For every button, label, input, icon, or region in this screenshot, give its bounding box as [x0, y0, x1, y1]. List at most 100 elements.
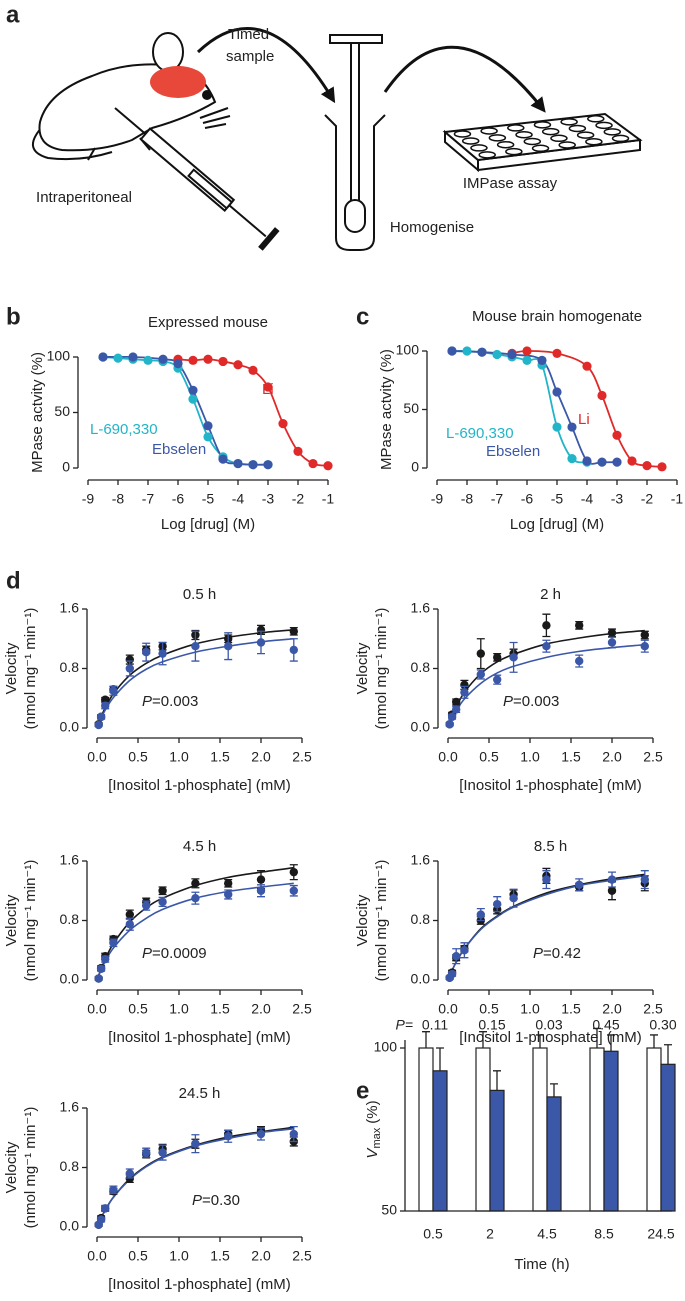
point: [289, 886, 298, 895]
point: [542, 641, 551, 651]
y-axis-label: Velocity: [354, 642, 371, 694]
well: [515, 130, 533, 139]
tube: [324, 114, 386, 251]
x-axis-label: [Inositol 1-phosphate] (mM): [459, 777, 642, 794]
chart: 2 h [Inositol 1-phosphate] (mM) Velocity (n…: [354, 586, 663, 794]
panel-label: a: [6, 1, 20, 28]
x-tick-label: -8: [461, 491, 474, 507]
x-tick-label: 2.5: [643, 749, 663, 765]
chart-title: Mouse brain homogenate: [472, 308, 642, 325]
annotation-prefix: P=: [395, 1017, 413, 1033]
well: [478, 151, 496, 159]
y-tick-label: 0.8: [411, 911, 431, 927]
x-tick-label: 0.5: [423, 1226, 443, 1242]
x-tick-label: 8.5: [594, 1226, 614, 1242]
y-tick-label: 0.8: [411, 659, 431, 675]
point: [256, 875, 266, 884]
y-tick-label: 0.0: [60, 719, 80, 735]
y-tick-label: 0: [62, 459, 70, 475]
chart-title: 4.5 h: [183, 838, 216, 855]
point: [607, 638, 617, 647]
bar: [646, 1047, 662, 1212]
point: [477, 347, 487, 357]
series-label: L-690,330: [446, 425, 514, 442]
annotation-value: =0.42: [543, 945, 581, 962]
diagram-label: Intraperitoneal: [36, 189, 132, 206]
well: [568, 124, 587, 133]
bar: [660, 1063, 676, 1212]
y-axis-label: MPase actvity (%): [378, 349, 395, 470]
point: [224, 879, 233, 888]
point: [142, 901, 151, 910]
y-tick-label: 1.6: [60, 852, 80, 868]
chart: 8.5 h [Inositol 1-phosphate] (mM) Velocity…: [354, 838, 663, 1046]
point: [101, 701, 110, 710]
point: [109, 938, 118, 948]
x-tick-label: 0.0: [87, 1248, 107, 1264]
chart: 50 100 Vmax (%) Time (h) 0.5 0.11 2 0.15 4.5 0.03 8…: [364, 1017, 677, 1273]
point: [567, 454, 577, 464]
point: [248, 460, 258, 470]
y-tick-label: 0.8: [60, 911, 80, 927]
x-tick-label: -1: [671, 491, 684, 507]
x-tick-label: 2.5: [643, 1001, 663, 1017]
point: [158, 897, 167, 907]
fit-curve: [97, 629, 294, 724]
point: [263, 382, 273, 392]
y-tick-label: 0.0: [60, 971, 80, 987]
panel-label: e: [356, 1077, 369, 1104]
point: [567, 422, 577, 432]
chart: 0.5 h [Inositol 1-phosphate] (mM) Velocity…: [3, 586, 312, 794]
diagram-label: Timed: [228, 26, 269, 43]
x-tick-label: 1.5: [561, 1001, 581, 1017]
y-axis-label: Velocity: [3, 642, 20, 694]
x-tick-label: 1.0: [520, 1001, 540, 1017]
y-label-subscript: max: [371, 1127, 383, 1148]
point: [509, 653, 518, 662]
x-tick-label: 1.0: [169, 1001, 189, 1017]
point: [627, 456, 637, 466]
mouse-eye: [202, 90, 212, 100]
point: [522, 355, 532, 365]
point: [460, 946, 469, 955]
panel-label: c: [356, 303, 369, 330]
well: [496, 140, 515, 149]
point: [191, 1139, 200, 1148]
plate: [442, 112, 643, 162]
series-label: Ebselen: [152, 441, 206, 458]
point: [188, 394, 198, 404]
error-bar: [536, 1034, 544, 1048]
x-tick-label: 2.5: [292, 1248, 312, 1264]
bar: [532, 1047, 548, 1212]
point: [445, 720, 454, 729]
x-tick-label: 0.5: [128, 749, 148, 765]
chart-title: 0.5 h: [183, 586, 216, 603]
y-label-unit: (%): [364, 1100, 381, 1123]
well: [488, 134, 507, 142]
well: [531, 144, 550, 153]
point: [125, 910, 134, 919]
annotation-prefix: P: [142, 945, 152, 962]
well: [560, 118, 578, 126]
x-axis-label: Log [drug] (M): [510, 516, 604, 533]
point: [191, 879, 200, 888]
well: [603, 128, 622, 136]
point: [289, 867, 298, 877]
point: [96, 712, 106, 722]
point: [293, 446, 303, 456]
point: [256, 1129, 266, 1139]
y-axis-label: MPase actvity (%): [29, 352, 46, 473]
y-label-symbol: V: [364, 1147, 381, 1159]
x-axis-label: [Inositol 1-phosphate] (mM): [108, 1029, 291, 1046]
x-tick-label: -7: [491, 491, 504, 507]
chart: Expressed mouse Log [drug] (M) MPase actvi…: [29, 314, 334, 533]
point: [537, 355, 547, 365]
x-tick-label: 4.5: [537, 1226, 557, 1242]
point: [552, 348, 562, 358]
whiskers: [199, 107, 231, 129]
x-tick-label: 1.5: [561, 749, 581, 765]
point: [493, 675, 502, 684]
point: [507, 349, 517, 360]
annotation-prefix: P: [533, 945, 543, 962]
